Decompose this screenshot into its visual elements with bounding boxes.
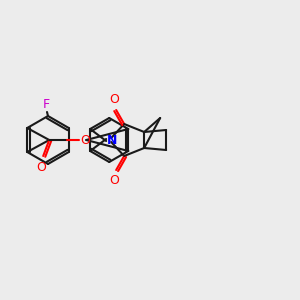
Text: O: O — [109, 93, 119, 106]
Text: N: N — [107, 134, 118, 146]
Text: O: O — [36, 161, 46, 174]
Text: O: O — [80, 134, 90, 146]
Text: F: F — [42, 98, 50, 111]
Text: O: O — [109, 174, 119, 187]
